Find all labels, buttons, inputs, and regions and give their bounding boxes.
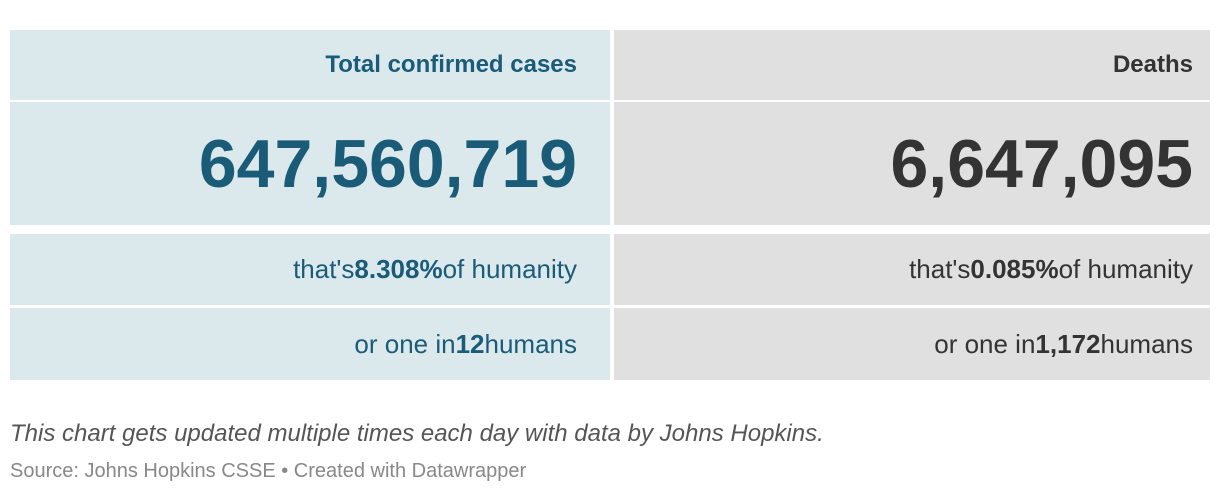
value: 1,172 bbox=[1035, 328, 1101, 359]
total: 647,560,719 bbox=[198, 125, 577, 202]
header-cell: Total confirmed cases bbox=[10, 30, 610, 100]
share-cell: that's 0.085% of humanity bbox=[614, 234, 1210, 305]
ratio-cell: or one in 12 humans bbox=[10, 308, 610, 380]
text: of humanity bbox=[1058, 254, 1193, 284]
total: 6,647,095 bbox=[890, 125, 1193, 202]
value: 12 bbox=[455, 328, 485, 359]
value: 0.085% bbox=[970, 254, 1059, 284]
notes: This chart gets updated multiple times e… bbox=[10, 420, 824, 447]
text: humans bbox=[484, 328, 578, 359]
total-cell: 6,647,095 bbox=[614, 102, 1210, 225]
text: that's bbox=[293, 254, 355, 284]
header-cell: Deaths bbox=[614, 30, 1210, 100]
text: or one in bbox=[934, 328, 1036, 359]
text: of humanity bbox=[442, 254, 577, 284]
header: Deaths bbox=[1112, 51, 1193, 78]
ratio-cell: or one in 1,172 humans bbox=[614, 308, 1210, 380]
value: 8.308% bbox=[354, 254, 443, 284]
text: that's bbox=[909, 254, 971, 284]
source: Source: Johns Hopkins CSSE • Created wit… bbox=[10, 460, 527, 482]
text: humans bbox=[1100, 328, 1194, 359]
text: or one in bbox=[354, 328, 456, 359]
share-cell: that's 8.308% of humanity bbox=[10, 234, 610, 305]
total-cell: 647,560,719 bbox=[10, 102, 610, 225]
header: Total confirmed cases bbox=[325, 51, 577, 78]
